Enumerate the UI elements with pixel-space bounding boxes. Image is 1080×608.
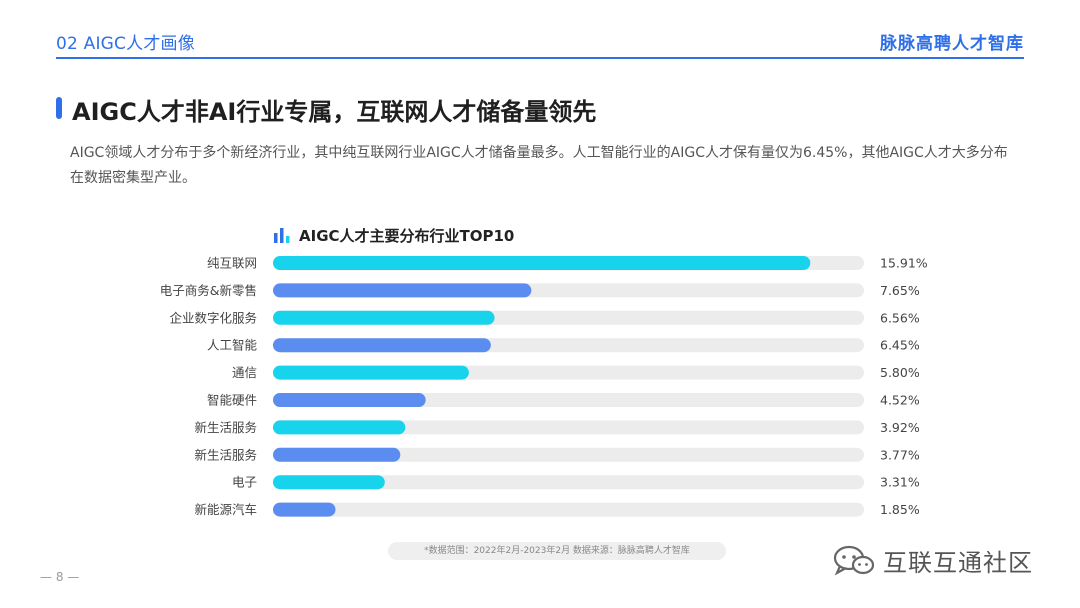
value-label: 3.77% [880,447,920,462]
bar-track [273,502,864,517]
description: AIGC领域人才分布于多个新经济行业，其中纯互联网行业AIGC人才储备量最多。人… [70,145,1008,186]
category-label: 人工智能 [207,338,258,353]
bar [273,338,491,353]
bar [273,393,426,407]
category-label: 纯互联网 [207,256,257,271]
value-label: 3.92% [880,420,920,435]
bar [273,365,469,380]
bar [273,475,385,490]
bar [273,447,401,462]
value-label: 1.85% [880,502,920,517]
category-label: 电子 [232,475,257,490]
value-label: 6.45% [880,338,920,353]
chart-title: AIGC人才主要分布行业TOP10 [299,227,515,245]
bar [273,310,495,325]
value-label: 5.80% [880,365,920,380]
title-accent-bar [56,97,62,119]
value-label: 3.31% [880,475,920,490]
brand-name: 脉脉高聘人才智库 [880,34,1024,54]
bar [273,283,532,298]
bar-row: 新生活服务 3.92% [194,420,919,435]
bar [273,502,336,517]
bar-track [273,475,864,490]
header-divider [56,57,1024,59]
bar-row: 智能硬件 4.52% [207,393,920,408]
wechat-icon [833,545,875,576]
category-label: 新生活服务 [194,447,257,462]
bar [273,420,406,435]
watermark-text: 互联互通社区 [883,549,1033,577]
value-label: 6.56% [880,310,920,325]
category-label: 电子商务&新零售 [160,283,257,298]
category-label: 新能源汽车 [194,502,257,517]
bar-chart-icon [274,228,290,243]
value-label: 7.65% [880,283,920,298]
category-label: 新生活服务 [194,420,257,435]
page-title: AIGC人才非AI行业专属，互联网人才储备量领先 [72,98,597,126]
footnote-text: *数据范围：2022年2月-2023年2月 数据来源：脉脉高聘人才智库 [424,546,690,556]
bar-row: 新能源汽车 1.85% [194,502,919,517]
bar-track [273,447,864,462]
section-label: 02 AIGC人才画像 [56,34,195,54]
value-label: 15.91% [880,256,928,271]
category-label: 通信 [232,365,257,380]
value-label: 4.52% [880,393,920,408]
bar-row: 电子商务&新零售 7.65% [160,283,920,298]
page-number: — 8 — [40,570,80,584]
category-label: 企业数字化服务 [169,310,257,325]
footnote: *数据范围：2022年2月-2023年2月 数据来源：脉脉高聘人才智库 [388,542,726,560]
bar-row: 企业数字化服务 6.56% [169,310,919,325]
bar-row: 纯互联网 15.91% [207,256,928,271]
category-label: 智能硬件 [207,393,257,408]
bar-track [273,420,864,435]
bar-row: 电子 3.31% [232,475,920,490]
bar-row: 新生活服务 3.77% [194,447,919,462]
bar [273,256,811,270]
bar-row: 通信 5.80% [232,365,920,380]
bar-row: 人工智能 6.45% [207,338,920,353]
